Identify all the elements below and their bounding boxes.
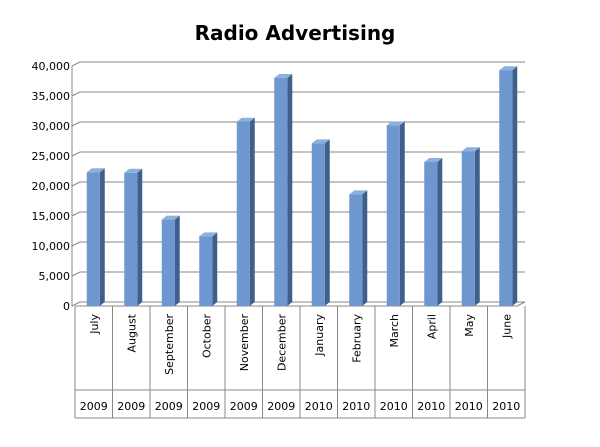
x-tick-label: November [238,314,251,372]
y-tick-label: 40,000 [32,60,71,73]
grid-line-side [71,151,81,157]
y-tick-label: 10,000 [32,240,71,253]
x-axis-side [516,301,526,307]
group-label: 2010 [417,400,445,413]
group-label: 2009 [230,400,258,413]
group-label: 2009 [192,400,220,413]
grid-line-side [71,271,81,277]
bar [311,143,325,306]
bar-top [386,121,405,126]
group-label: 2010 [455,400,483,413]
group-label: 2010 [305,400,333,413]
bar-top [86,168,105,173]
bar-top [161,215,180,220]
x-tick-label: July [88,314,101,335]
bar-top [199,232,218,237]
bar-side [324,139,330,306]
grid-line-side [71,211,81,217]
group-label: 2009 [117,400,145,413]
grid-line-side [71,181,81,187]
grid-line-side [71,241,81,247]
x-tick-label: May [463,314,476,337]
bar-top [274,74,293,78]
bar-top [236,117,255,122]
bar [386,125,400,307]
bar [236,121,250,306]
group-label: 2010 [492,400,520,413]
bar [461,151,475,306]
bar [424,162,438,306]
grid-line-side [71,301,81,307]
y-tick-label: 15,000 [32,210,71,223]
group-label: 2010 [342,400,370,413]
x-tick-label: October [200,314,213,358]
group-label: 2009 [80,400,108,413]
x-tick-label: September [163,314,176,375]
bar-side [174,215,180,306]
bar-side [287,74,293,306]
group-label: 2010 [380,400,408,413]
y-tick-label: 0 [63,300,70,313]
bar [124,172,138,306]
x-tick-label: August [125,313,138,352]
y-tick-label: 30,000 [32,120,71,133]
bar-side [99,168,105,306]
bar-side [399,121,405,307]
group-label: 2009 [267,400,295,413]
bar-top [311,139,330,144]
bar [274,78,288,306]
bar-side [512,66,518,306]
bar [161,219,175,306]
chart-title: Radio Advertising [195,21,396,45]
bar-top [461,147,480,152]
bar-top [424,158,443,162]
y-tick-label: 25,000 [32,150,71,163]
bar-top [349,190,368,195]
group-label: 2009 [155,400,183,413]
bar [199,236,213,306]
x-tick-label: February [350,314,363,363]
bar-side [212,232,218,306]
bar [86,172,100,306]
y-tick-label: 20,000 [32,180,71,193]
x-tick-label: March [388,314,401,348]
bar-side [474,147,480,306]
grid-line-side [71,91,81,97]
x-tick-label: January [313,314,326,357]
bar-side [362,190,368,306]
x-tick-label: April [425,314,438,339]
bar-side [249,117,255,306]
grid-line-side [71,121,81,127]
x-tick-label: June [500,314,513,339]
bar-top [124,168,143,173]
bar [499,70,513,306]
bar-top [499,66,518,71]
bar-side [137,168,143,306]
y-tick-label: 35,000 [32,90,71,103]
x-tick-label: December [275,314,288,372]
y-tick-label: 5,000 [39,270,71,283]
bar [349,194,363,306]
bar-side [437,158,443,306]
grid-line-side [71,61,81,67]
